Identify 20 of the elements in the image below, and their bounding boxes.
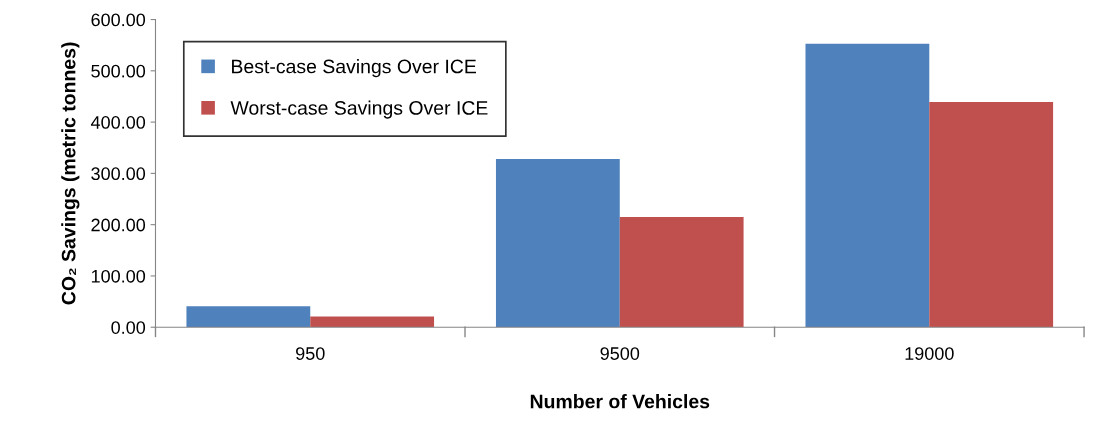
y-tick-label: 100.00	[91, 269, 146, 283]
y-tick-label: 600.00	[91, 13, 146, 27]
y-tick-label: 500.00	[91, 64, 146, 78]
bar	[805, 43, 930, 328]
x-axis-title: Number of Vehicles	[530, 394, 710, 409]
y-tick-label: 400.00	[90, 116, 146, 129]
y-tick-label: 0.00	[111, 321, 146, 334]
x-tick-label: 19000	[905, 347, 954, 360]
y-axis-title: CO₂ Savings (metric tonnes)	[61, 42, 80, 305]
bar	[929, 102, 1054, 328]
bar	[495, 159, 620, 328]
y-tick-label: 200.00	[91, 218, 146, 232]
bar	[310, 316, 435, 328]
x-tick-label: 9500	[600, 347, 640, 360]
legend-label: Best-case Savings Over ICE	[232, 59, 476, 78]
legend-label: Worst-case Savings Over ICE	[230, 100, 488, 119]
x-tick-label: 950	[296, 347, 325, 360]
bar	[619, 216, 744, 328]
bar	[186, 306, 311, 328]
y-tick-label: 300.00	[91, 167, 146, 181]
